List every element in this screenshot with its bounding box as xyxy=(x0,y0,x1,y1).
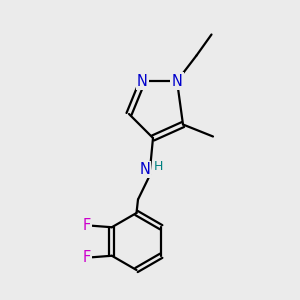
Text: F: F xyxy=(82,218,90,233)
Text: N: N xyxy=(172,74,182,88)
Text: N: N xyxy=(139,162,150,177)
Text: N: N xyxy=(137,74,148,88)
Text: F: F xyxy=(82,250,90,265)
Text: H: H xyxy=(154,160,163,173)
